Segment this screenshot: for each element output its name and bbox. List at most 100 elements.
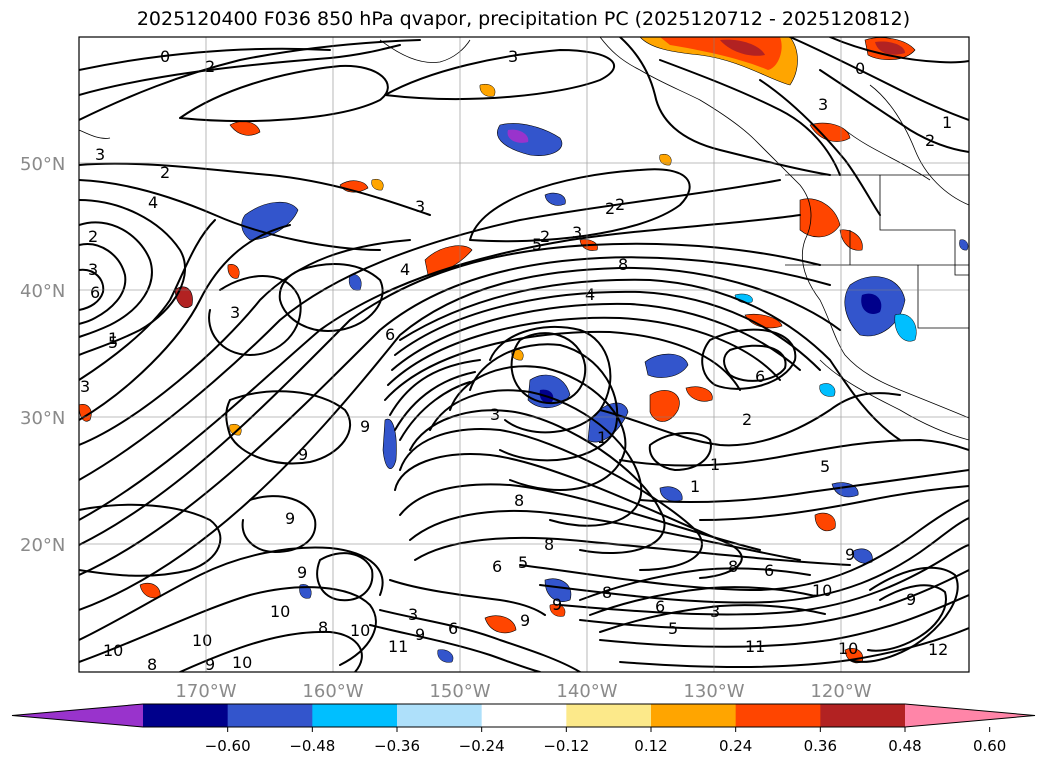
contour-label: 9 — [205, 655, 215, 674]
contour-line — [867, 584, 947, 652]
contour-label: 1 — [710, 455, 720, 474]
contour-line — [278, 263, 384, 332]
contour-label: 2 — [615, 195, 625, 214]
contour-line — [399, 381, 471, 441]
contour-label: 10 — [350, 621, 370, 640]
contour-line — [79, 39, 421, 121]
contour-line — [225, 390, 351, 465]
contour-line — [539, 517, 969, 604]
precip-area — [875, 41, 905, 55]
colorbar-tick-label: 0.48 — [888, 737, 921, 755]
precip-area — [371, 179, 384, 191]
qvapor-contours — [79, 37, 969, 672]
positive-precip-areas — [79, 37, 916, 664]
contour-label: 5 — [668, 619, 678, 638]
contour-label: 2 — [160, 163, 170, 182]
contour-label: 1 — [942, 113, 952, 132]
precip-area — [814, 512, 836, 532]
colorbar-swatch — [397, 704, 483, 727]
contour-line — [599, 594, 969, 648]
precip-area — [959, 239, 969, 251]
contour-line — [79, 586, 377, 666]
contour-line — [316, 552, 374, 602]
contour-label: 1 — [597, 428, 607, 447]
contour-label: 3 — [88, 260, 98, 279]
contour-label: 8 — [147, 655, 157, 674]
colorbar-tick-label: −0.12 — [543, 737, 589, 755]
map-frame — [78, 36, 970, 673]
colorbar-tick-label: −0.48 — [289, 737, 335, 755]
contour-label: 9 — [845, 545, 855, 564]
colorbar-tick-label: 0.60 — [973, 737, 1006, 755]
contour-line — [489, 325, 612, 434]
contour-line — [829, 37, 969, 64]
contour-label: 1 — [108, 329, 118, 348]
colorbar-swatch — [143, 704, 229, 727]
contour-line — [384, 49, 615, 101]
colorbar-tick-label: −0.36 — [374, 737, 420, 755]
contour-label: 10 — [103, 641, 123, 660]
contour-label: 9 — [297, 563, 307, 582]
graticule — [79, 37, 969, 672]
precip-area — [479, 84, 496, 97]
contour-line — [699, 485, 969, 521]
contour-label: 10 — [812, 581, 832, 600]
contour-line — [79, 224, 291, 421]
contour-line — [79, 268, 105, 311]
contour-line — [579, 569, 969, 630]
contour-label: 3 — [508, 47, 518, 66]
contour-label: 9 — [285, 509, 295, 528]
contour-line — [79, 162, 431, 216]
contour-line — [79, 266, 841, 611]
latitude-label: 40°N — [20, 281, 65, 302]
contour-line — [399, 428, 703, 571]
contour-label: 3 — [408, 605, 418, 624]
contour-line — [589, 586, 816, 616]
precip-area — [744, 313, 783, 329]
contour-line — [510, 332, 587, 405]
precip-area — [544, 192, 566, 206]
contour-line — [394, 371, 476, 431]
contour-label: 9 — [298, 445, 308, 464]
contour-label: 8 — [514, 491, 524, 510]
contour-line — [819, 69, 969, 153]
colorbar-swatch — [566, 704, 652, 727]
latitude-label: 20°N — [20, 535, 65, 556]
contour-labels: 0 2 3 3 2 3 2 4 2 3 3 2 5 3 8 4 6 4 3 6 — [80, 47, 952, 674]
colorbar — [11, 703, 1036, 728]
contour-line — [79, 44, 401, 96]
precip-area — [644, 353, 689, 378]
colorbar-swatch — [481, 704, 567, 727]
map-layer: 0 2 3 3 2 3 2 4 2 3 3 2 5 3 8 4 6 4 3 6 — [79, 37, 969, 674]
contour-line — [79, 546, 384, 641]
contour-label: 6 — [764, 561, 774, 580]
colorbar-tick-label: 0.24 — [719, 737, 752, 755]
precip-area — [437, 649, 454, 663]
precip-area — [659, 486, 683, 502]
contour-label: 0 — [855, 59, 865, 78]
contour-label: 6 — [755, 367, 765, 386]
contour-label: 11 — [388, 637, 408, 656]
contour-line — [79, 179, 781, 481]
contour-line — [449, 365, 627, 491]
contour-line — [369, 624, 541, 672]
contour-line — [79, 47, 331, 71]
contour-label: 8 — [728, 557, 738, 576]
contour-line — [79, 256, 831, 576]
contour-line — [619, 37, 831, 176]
contour-label: 3 — [95, 145, 105, 164]
contour-label: 4 — [400, 260, 410, 279]
contour-line — [389, 359, 481, 416]
contour-label: 2 — [742, 410, 752, 429]
latitude-axis: 50°N 40°N 30°N 20°N — [20, 154, 65, 556]
contour-line — [599, 604, 826, 633]
contour-line — [79, 243, 127, 325]
precip-area — [382, 418, 397, 470]
contour-line — [409, 409, 666, 554]
contour-label: 3 — [490, 405, 500, 424]
contour-line — [79, 199, 186, 356]
colorbar-extend-min — [12, 704, 143, 727]
contour-label: 5 — [518, 553, 528, 572]
coastline — [379, 39, 471, 63]
contour-line — [579, 567, 811, 601]
